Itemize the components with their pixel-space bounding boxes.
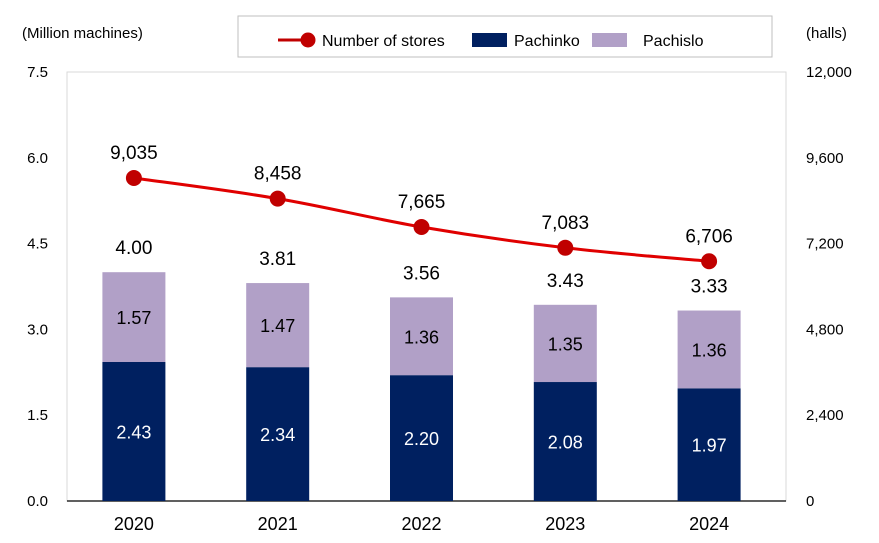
line-data-label: 7,083 bbox=[542, 213, 590, 234]
y-tick-label: 6.0 bbox=[27, 150, 48, 167]
bar-pachinko bbox=[102, 362, 166, 501]
bar-pachislo bbox=[246, 283, 310, 368]
line-marker bbox=[269, 190, 286, 207]
line-marker bbox=[701, 253, 718, 270]
line-data-label: 8,458 bbox=[254, 164, 302, 185]
bar-label-pachinko: 2.34 bbox=[260, 425, 295, 445]
line-marker bbox=[413, 218, 430, 235]
bar-pachinko bbox=[533, 382, 597, 501]
x-category-label: 2021 bbox=[258, 514, 298, 534]
bar-pachislo bbox=[390, 297, 453, 376]
bar-total-label: 3.81 bbox=[259, 249, 296, 270]
bar-label-pachislo: 1.35 bbox=[548, 334, 583, 354]
bar-total-label: 3.56 bbox=[403, 263, 440, 284]
y-tick-label: 7.5 bbox=[27, 64, 48, 81]
y-axis-ticks: 0.0 1.5 3.0 4.5 6.0 7.5 bbox=[27, 64, 48, 510]
legend-swatch-pachinko bbox=[472, 33, 507, 47]
legend-label-pachislo: Pachislo bbox=[643, 33, 704, 50]
bar-pachislo bbox=[533, 304, 597, 383]
y2-tick-label: 4,800 bbox=[806, 321, 844, 338]
bar-total-label: 4.00 bbox=[115, 238, 152, 259]
y2-tick-label: 0 bbox=[806, 493, 814, 510]
line-data-label: 9,035 bbox=[110, 143, 158, 164]
bar-label-pachinko: 2.20 bbox=[404, 429, 439, 449]
legend-label-pachinko: Pachinko bbox=[514, 33, 580, 50]
x-category-label: 2023 bbox=[545, 514, 585, 534]
x-category-label: 2020 bbox=[114, 514, 154, 534]
bar-total-label: 3.33 bbox=[691, 277, 728, 298]
bar-label-pachislo: 1.57 bbox=[116, 308, 151, 328]
y2-axis-title: (halls) bbox=[806, 25, 847, 42]
legend: Number of stores Pachinko Pachislo bbox=[237, 15, 773, 58]
bar-pachinko bbox=[390, 375, 453, 501]
line-data-label: 6,706 bbox=[685, 226, 733, 247]
bar-label-pachinko: 2.43 bbox=[116, 423, 151, 443]
legend-marker-icon bbox=[300, 32, 316, 48]
legend-swatch-pachislo bbox=[592, 33, 627, 47]
y-axis-title: (Million machines) bbox=[22, 25, 143, 42]
y-tick-label: 4.5 bbox=[27, 236, 48, 253]
bar-pachislo bbox=[677, 310, 741, 389]
line-marker bbox=[557, 239, 574, 256]
bar-label-pachinko: 2.08 bbox=[548, 433, 583, 453]
bar-pachinko bbox=[246, 367, 310, 501]
x-axis-categories: 2020 2021 2022 2023 2024 bbox=[114, 514, 729, 534]
x-category-label: 2024 bbox=[689, 514, 729, 534]
bar-label-pachinko: 1.97 bbox=[692, 436, 727, 456]
bar-label-pachislo: 1.47 bbox=[260, 316, 295, 336]
y-tick-label: 3.0 bbox=[27, 321, 48, 338]
y2-axis-ticks: 0 2,400 4,800 7,200 9,600 12,000 bbox=[806, 64, 852, 510]
line-marker bbox=[125, 169, 142, 186]
y2-tick-label: 9,600 bbox=[806, 150, 844, 167]
bar-pachislo bbox=[102, 272, 166, 363]
bar-label-pachislo: 1.36 bbox=[692, 340, 727, 360]
y-tick-label: 0.0 bbox=[27, 493, 48, 510]
x-category-label: 2022 bbox=[401, 514, 441, 534]
legend-label-stores: Number of stores bbox=[322, 33, 445, 50]
line-data-label: 7,665 bbox=[398, 192, 446, 213]
store-line: 9,035 8,458 7,665 7,083 6,706 bbox=[110, 143, 733, 270]
bar-pachinko bbox=[677, 388, 741, 501]
bars: 2.43 1.57 4.00 2.34 1.47 3.81 2.20 1.36 3.56 2.08… bbox=[102, 238, 741, 501]
y2-tick-label: 12,000 bbox=[806, 64, 852, 81]
y-tick-label: 1.5 bbox=[27, 407, 48, 424]
y2-tick-label: 7,200 bbox=[806, 236, 844, 253]
y2-tick-label: 2,400 bbox=[806, 407, 844, 424]
bar-total-label: 3.43 bbox=[547, 271, 584, 292]
bar-label-pachislo: 1.36 bbox=[404, 327, 439, 347]
